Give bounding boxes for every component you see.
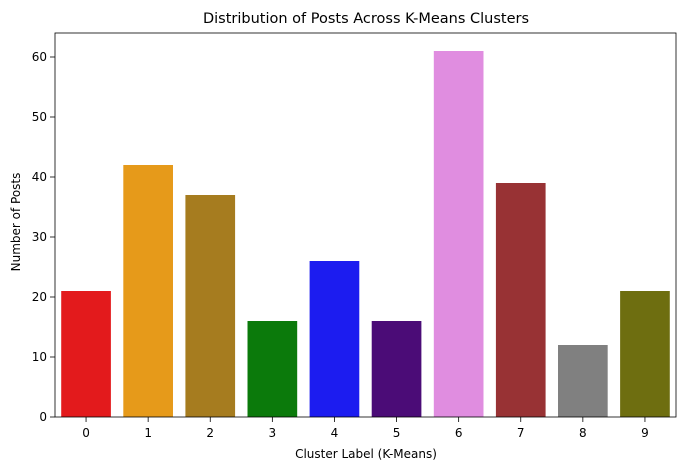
x-tick-label-5: 5 xyxy=(393,426,401,440)
bar-6 xyxy=(433,51,484,417)
bar-9 xyxy=(620,291,670,417)
plot-area: 0 1 2 3 4 5 6 7 8 9 0 10 20 30 40 50 60 xyxy=(32,32,677,440)
bar-7 xyxy=(495,183,546,417)
y-tick-label-10: 10 xyxy=(32,350,47,364)
y-tick-label-30: 30 xyxy=(32,230,47,244)
y-tick-label-50: 50 xyxy=(32,110,47,124)
bar-8 xyxy=(558,345,608,417)
x-tick-label-9: 9 xyxy=(641,426,649,440)
bar-1 xyxy=(123,165,173,417)
x-tick-label-2: 2 xyxy=(206,426,214,440)
x-tick-label-0: 0 xyxy=(82,426,90,440)
x-axis-label: Cluster Label (K-Means) xyxy=(295,447,437,461)
y-axis-label: Number of Posts xyxy=(9,173,23,272)
bar-2 xyxy=(185,195,236,417)
x-tick-label-1: 1 xyxy=(144,426,152,440)
bar-5 xyxy=(371,321,422,417)
x-tick-label-6: 6 xyxy=(455,426,463,440)
axes-frame xyxy=(54,32,677,418)
bar-0 xyxy=(61,291,111,417)
bar-4 xyxy=(309,261,360,417)
x-tick-label-7: 7 xyxy=(517,426,525,440)
x-tick-label-3: 3 xyxy=(269,426,277,440)
chart-title: Distribution of Posts Across K-Means Clu… xyxy=(203,11,529,27)
y-tick-label-20: 20 xyxy=(32,290,47,304)
y-tick-label-60: 60 xyxy=(32,50,47,64)
x-tick-label-4: 4 xyxy=(331,426,339,440)
bar-3 xyxy=(247,321,298,417)
y-tick-label-40: 40 xyxy=(32,170,47,184)
y-tick-label-0: 0 xyxy=(39,410,47,424)
x-tick-label-8: 8 xyxy=(579,426,587,440)
